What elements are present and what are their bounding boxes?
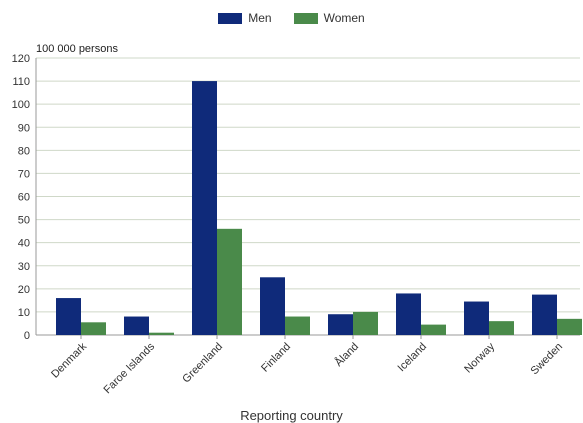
legend-swatch-women [293,12,318,24]
y-tick-label: 10 [18,307,30,319]
bar-men-faroe-islands [124,316,149,335]
y-tick-label: 120 [12,53,30,65]
y-tick-label: 0 [24,330,30,342]
bar-women-iceland [421,324,446,335]
bar-women-denmark [81,322,106,335]
bar-women-greenland [217,228,242,335]
x-tick-label: Greenland [180,341,225,386]
y-tick-label: 80 [18,145,30,157]
bar-women--land [353,311,378,335]
legend-label-women: Women [323,11,365,25]
bar-women-sweden [557,318,582,335]
bar-men-norway [464,301,489,335]
x-tick-label: Faroe Islands [102,340,158,396]
y-tick-label: 50 [18,215,30,227]
bar-men-iceland [396,293,421,335]
y-axis-unit-label: 100 000 persons [36,43,118,55]
y-tick-label: 30 [18,261,30,273]
bar-men-greenland [192,81,217,335]
y-tick-label: 20 [18,284,30,296]
x-tick-label: Denmark [49,340,89,380]
bar-men-finland [260,277,285,335]
y-tick-label: 60 [18,192,30,204]
legend-item-men[interactable]: Men [218,11,272,25]
y-tick-label: 100 [12,99,30,111]
x-tick-label: Iceland [396,341,430,375]
legend-label-men: Men [248,11,272,25]
bar-men-sweden [532,294,557,335]
y-tick-label: 90 [18,122,30,134]
legend-swatch-men [218,12,243,24]
x-tick-label: Finland [259,341,293,375]
y-tick-label: 40 [18,238,30,250]
x-tick-label: Sweden [529,341,566,378]
bar-men-denmark [56,298,81,335]
bar-women-faroe-islands [149,332,174,335]
x-tick-label: Åland [332,340,361,369]
y-tick-label: 70 [18,168,30,180]
legend-item-women[interactable]: Women [293,11,365,25]
bar-women-norway [489,321,514,335]
x-tick-label: Norway [462,340,497,375]
legend: Men Women [0,11,583,25]
bar-men--land [328,314,353,335]
bar-women-finland [285,316,310,335]
y-tick-label: 110 [12,76,30,88]
x-axis-title: Reporting country [240,408,343,423]
